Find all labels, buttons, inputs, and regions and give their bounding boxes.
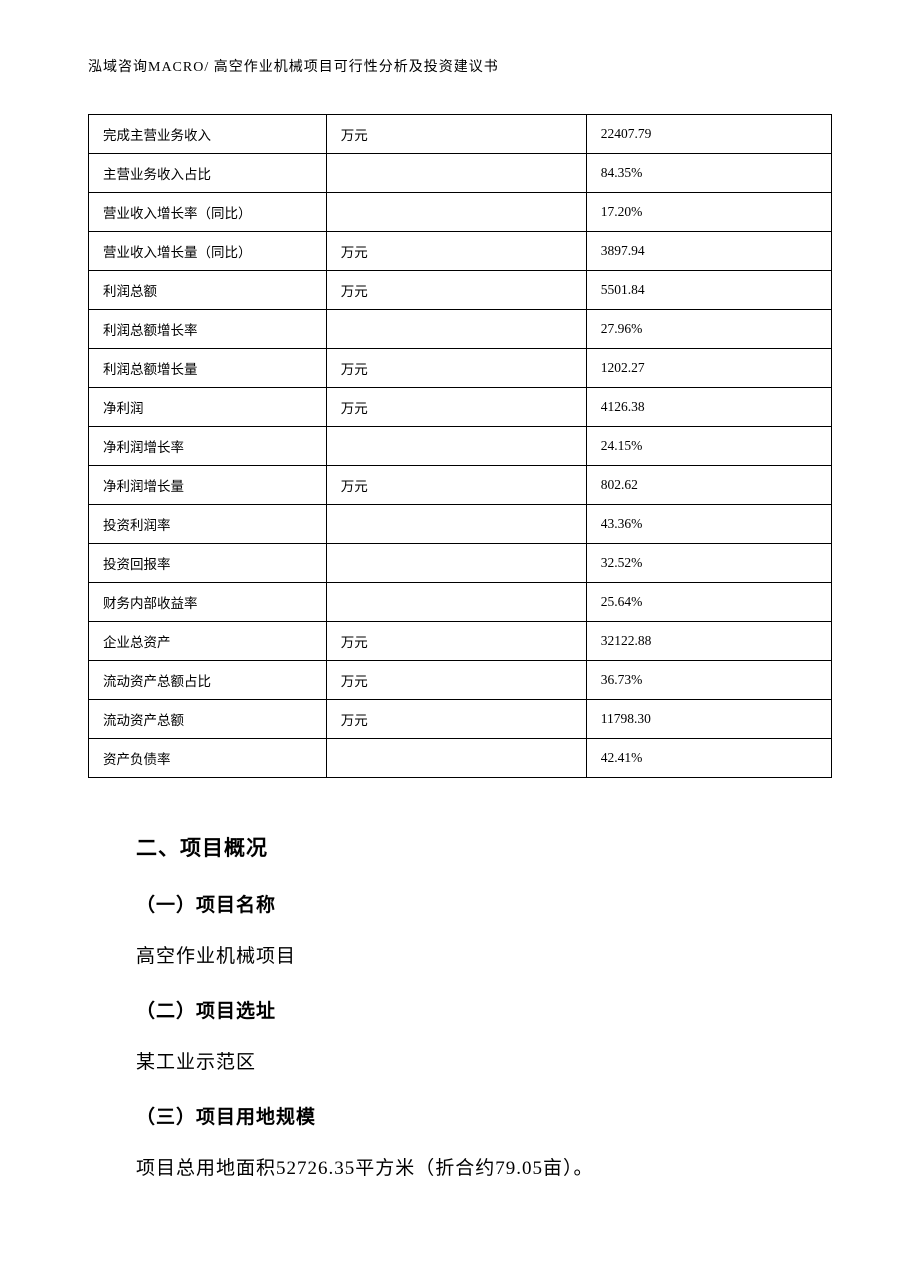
table-cell: 营业收入增长率（同比） xyxy=(89,193,327,232)
table-cell: 投资回报率 xyxy=(89,544,327,583)
table-cell: 5501.84 xyxy=(586,271,831,310)
table-cell: 资产负债率 xyxy=(89,739,327,778)
table-cell: 43.36% xyxy=(586,505,831,544)
table-row: 利润总额增长率 27.96% xyxy=(89,310,832,349)
table-cell xyxy=(326,310,586,349)
table-cell: 万元 xyxy=(326,349,586,388)
table-cell: 42.41% xyxy=(586,739,831,778)
table-cell: 主营业务收入占比 xyxy=(89,154,327,193)
table-cell: 3897.94 xyxy=(586,232,831,271)
table-cell: 24.15% xyxy=(586,427,831,466)
table-cell: 利润总额 xyxy=(89,271,327,310)
table-cell xyxy=(326,505,586,544)
table-cell xyxy=(326,427,586,466)
table-cell: 32122.88 xyxy=(586,622,831,661)
table-row: 投资回报率 32.52% xyxy=(89,544,832,583)
table-cell xyxy=(326,193,586,232)
heading-project-name: （一）项目名称 xyxy=(136,890,832,917)
table-cell xyxy=(326,739,586,778)
table-row: 流动资产总额万元11798.30 xyxy=(89,700,832,739)
table-cell: 流动资产总额 xyxy=(89,700,327,739)
table-cell xyxy=(326,544,586,583)
table-row: 利润总额万元5501.84 xyxy=(89,271,832,310)
table-row: 营业收入增长率（同比） 17.20% xyxy=(89,193,832,232)
table-cell: 利润总额增长量 xyxy=(89,349,327,388)
table-cell: 万元 xyxy=(326,388,586,427)
table-row: 净利润万元4126.38 xyxy=(89,388,832,427)
table-cell: 25.64% xyxy=(586,583,831,622)
table-cell: 17.20% xyxy=(586,193,831,232)
text-project-name: 高空作业机械项目 xyxy=(136,941,832,968)
table-cell: 万元 xyxy=(326,232,586,271)
text-land-scale: 项目总用地面积52726.35平方米（折合约79.05亩）。 xyxy=(136,1153,832,1180)
heading-2: 二、项目概况 xyxy=(136,832,832,862)
table-row: 净利润增长量万元802.62 xyxy=(89,466,832,505)
document-page: 泓域咨询MACRO/ 高空作业机械项目可行性分析及投资建议书 完成主营业务收入万… xyxy=(0,0,920,1268)
table-cell xyxy=(326,583,586,622)
table-row: 企业总资产万元32122.88 xyxy=(89,622,832,661)
table-cell: 11798.30 xyxy=(586,700,831,739)
table-cell: 84.35% xyxy=(586,154,831,193)
table-row: 资产负债率 42.41% xyxy=(89,739,832,778)
table-cell: 营业收入增长量（同比） xyxy=(89,232,327,271)
table-cell: 万元 xyxy=(326,115,586,154)
table-cell: 投资利润率 xyxy=(89,505,327,544)
heading-project-location: （二）项目选址 xyxy=(136,996,832,1023)
table-cell: 企业总资产 xyxy=(89,622,327,661)
table-row: 净利润增长率 24.15% xyxy=(89,427,832,466)
table-cell: 27.96% xyxy=(586,310,831,349)
table-cell: 4126.38 xyxy=(586,388,831,427)
table-cell: 利润总额增长率 xyxy=(89,310,327,349)
financial-metrics-table: 完成主营业务收入万元22407.79主营业务收入占比84.35%营业收入增长率（… xyxy=(88,114,832,778)
table-cell: 流动资产总额占比 xyxy=(89,661,327,700)
table-cell: 802.62 xyxy=(586,466,831,505)
table-row: 利润总额增长量万元1202.27 xyxy=(89,349,832,388)
table-cell: 1202.27 xyxy=(586,349,831,388)
table-cell: 净利润 xyxy=(89,388,327,427)
table-row: 流动资产总额占比万元36.73% xyxy=(89,661,832,700)
page-header: 泓域咨询MACRO/ 高空作业机械项目可行性分析及投资建议书 xyxy=(88,56,832,76)
table-cell: 万元 xyxy=(326,271,586,310)
table-cell xyxy=(326,154,586,193)
table-row: 主营业务收入占比 84.35% xyxy=(89,154,832,193)
section-project-overview: 二、项目概况 （一）项目名称 高空作业机械项目 （二）项目选址 某工业示范区 （… xyxy=(88,832,832,1180)
table-cell: 财务内部收益率 xyxy=(89,583,327,622)
table-row: 投资利润率 43.36% xyxy=(89,505,832,544)
text-project-location: 某工业示范区 xyxy=(136,1047,832,1074)
table-cell: 36.73% xyxy=(586,661,831,700)
table-row: 财务内部收益率 25.64% xyxy=(89,583,832,622)
table-cell: 万元 xyxy=(326,700,586,739)
table-cell: 32.52% xyxy=(586,544,831,583)
table-row: 营业收入增长量（同比）万元3897.94 xyxy=(89,232,832,271)
table-cell: 完成主营业务收入 xyxy=(89,115,327,154)
table-cell: 万元 xyxy=(326,622,586,661)
table-cell: 万元 xyxy=(326,466,586,505)
heading-land-scale: （三）项目用地规模 xyxy=(136,1102,832,1129)
table-cell: 22407.79 xyxy=(586,115,831,154)
table-cell: 净利润增长量 xyxy=(89,466,327,505)
table-cell: 净利润增长率 xyxy=(89,427,327,466)
table-row: 完成主营业务收入万元22407.79 xyxy=(89,115,832,154)
table-cell: 万元 xyxy=(326,661,586,700)
